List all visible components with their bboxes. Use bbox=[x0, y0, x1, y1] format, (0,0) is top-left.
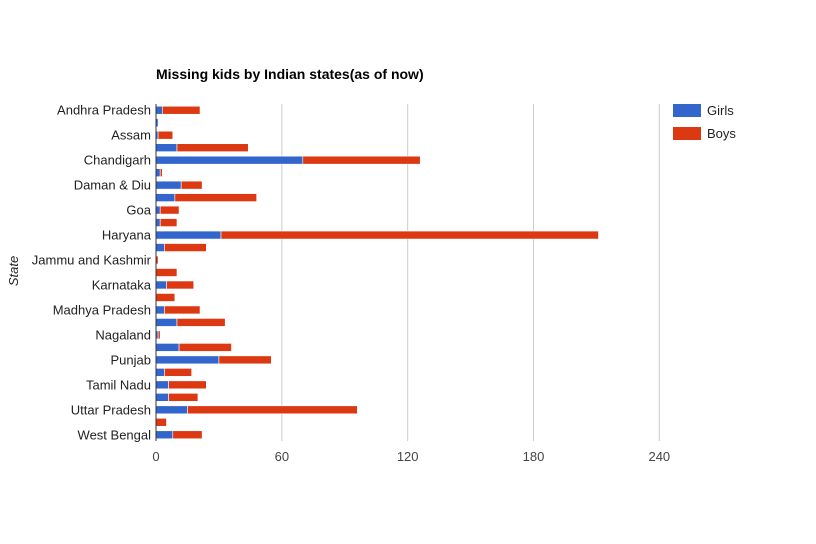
category-label: Karnataka bbox=[92, 277, 152, 292]
bars bbox=[155, 105, 599, 440]
bar-boys bbox=[178, 343, 232, 352]
legend-swatch-boys bbox=[673, 127, 701, 140]
bar-boys bbox=[155, 268, 178, 277]
bar-boys bbox=[155, 293, 176, 302]
bar-girls bbox=[155, 155, 304, 165]
x-tick-label: 60 bbox=[275, 449, 289, 464]
bar-girls bbox=[155, 393, 169, 402]
bar-girls bbox=[155, 105, 163, 115]
bar-boys bbox=[218, 355, 272, 365]
bar-girls bbox=[155, 380, 169, 390]
category-label: Andhra Pradesh bbox=[57, 103, 151, 118]
category-label: Daman & Diu bbox=[74, 178, 151, 193]
y-axis-label: State bbox=[6, 256, 21, 286]
bar-boys bbox=[164, 368, 192, 377]
bar-boys bbox=[176, 143, 249, 152]
bar-boys bbox=[159, 168, 163, 177]
legend-label-boys: Boys bbox=[707, 126, 736, 141]
category-label: Nagaland bbox=[95, 327, 151, 342]
bar-boys bbox=[176, 318, 226, 327]
category-label: Punjab bbox=[111, 352, 151, 367]
category-labels: Andhra Pradesh Assam Chandigarh Daman & Diu… bbox=[32, 103, 152, 443]
category-label: Jammu and Kashmir bbox=[32, 253, 152, 268]
bar-girls bbox=[155, 405, 188, 415]
bar-girls bbox=[155, 230, 222, 240]
bar-boys bbox=[161, 105, 201, 115]
bar-girls bbox=[155, 430, 174, 440]
bar-girls bbox=[155, 280, 167, 290]
bar-girls bbox=[155, 305, 165, 315]
category-label: West Bengal bbox=[78, 427, 152, 442]
legend-swatch-girls bbox=[673, 104, 701, 117]
legend: Girls Boys bbox=[673, 103, 736, 141]
bar-girls bbox=[155, 193, 176, 202]
x-tick-label: 180 bbox=[523, 449, 545, 464]
category-label: Madhya Pradesh bbox=[53, 302, 151, 317]
tick-labels: 0 60 120 180 240 bbox=[152, 449, 670, 464]
bar-girls bbox=[155, 318, 178, 327]
x-tick-label: 0 bbox=[152, 449, 159, 464]
bar-girls bbox=[155, 180, 182, 190]
bar-boys bbox=[157, 330, 161, 340]
x-tick-label: 240 bbox=[648, 449, 670, 464]
category-label: Haryana bbox=[102, 228, 152, 243]
bar-boys bbox=[168, 380, 207, 390]
legend-label-girls: Girls bbox=[707, 103, 734, 118]
category-label: Tamil Nadu bbox=[86, 377, 151, 392]
bar-boys bbox=[187, 405, 358, 415]
bar-boys bbox=[174, 193, 257, 202]
gridlines bbox=[281, 104, 660, 441]
bar-girls bbox=[155, 168, 161, 177]
bar-boys bbox=[180, 180, 203, 190]
x-tick-label: 120 bbox=[397, 449, 419, 464]
bar-boys bbox=[172, 430, 203, 440]
chart-title: Missing kids by Indian states(as of now) bbox=[156, 66, 424, 82]
bar-girls bbox=[155, 343, 180, 352]
bar-girls bbox=[155, 205, 161, 215]
bar-girls bbox=[155, 218, 161, 227]
bar-boys bbox=[166, 280, 195, 290]
bar-boys bbox=[164, 305, 201, 315]
bar-girls bbox=[155, 355, 220, 365]
bar-boys bbox=[155, 417, 167, 427]
bar-girls bbox=[155, 143, 178, 152]
bar-boys bbox=[302, 155, 421, 165]
bar-boys bbox=[220, 230, 599, 240]
bar-boys bbox=[157, 130, 174, 140]
category-label: Chandigarh bbox=[84, 153, 151, 168]
category-label: Uttar Pradesh bbox=[71, 402, 151, 417]
category-label: Goa bbox=[126, 203, 151, 218]
bar-boys bbox=[159, 218, 178, 227]
bar-girls bbox=[155, 243, 165, 252]
bar-boys bbox=[164, 243, 207, 252]
bar-boys bbox=[159, 205, 180, 215]
bar-girls bbox=[155, 368, 165, 377]
category-label: Assam bbox=[111, 128, 151, 143]
bar-boys bbox=[168, 393, 199, 402]
